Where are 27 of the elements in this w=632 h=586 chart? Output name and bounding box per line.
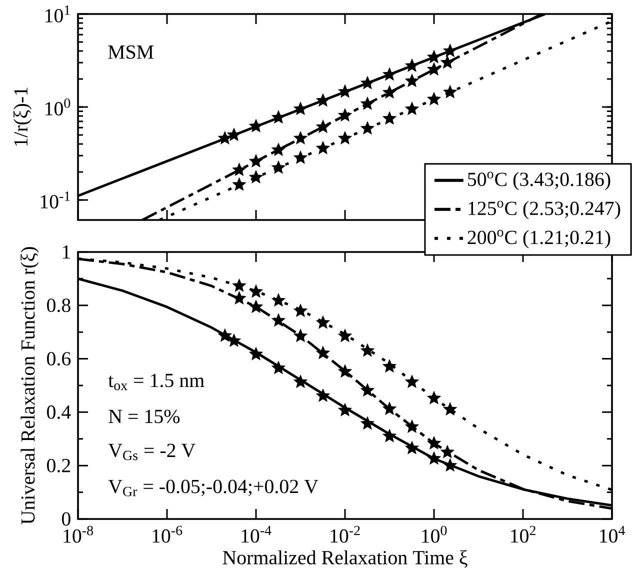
x-tick-label: 10$^{4}$ (600, 526, 625, 543)
y-tick-label: 10$^{1}$ (46, 6, 70, 22)
x-tick-label: 10$^{-2}$ (330, 526, 360, 543)
y-tick-label: 0.8 (47, 298, 70, 312)
annotation: V$_{Gr}$ = -0.05;-0.04;+0.02 V (108, 480, 318, 496)
legend-label: 125$^{o}$C (2.53;0.247) (468, 200, 620, 220)
y-axis-title: Universal Relaxation Function r(ξ) (20, 247, 39, 524)
x-tick-label: 10$^{2}$ (511, 526, 536, 543)
x-tick-label: 10$^{-8}$ (64, 526, 93, 543)
x-tick-label: 10$^{-6}$ (152, 526, 182, 543)
y-tick-label: 0.2 (47, 458, 70, 472)
y-tick-label: 10$^{-1}$ (40, 192, 70, 208)
legend-label: 50$^{o}$C (3.43;0.186) (468, 172, 610, 190)
y-tick-label: 10$^{0}$ (46, 98, 70, 116)
y-tick-label: 0.6 (47, 352, 71, 366)
x-tick-label: 10$^{0}$ (422, 526, 447, 543)
y-axis-title: 1/r(ξ)-1 (13, 88, 32, 146)
legend-label: 200$^{o}$C (1.21;0.21) (468, 230, 610, 248)
annotation: MSM (108, 45, 154, 59)
x-axis-title: Normalized Relaxation Time ξ (222, 550, 468, 568)
y-tick-label: 0.4 (47, 405, 71, 419)
annotation: N = 15% (108, 410, 180, 424)
y-tick-label: 1 (62, 245, 70, 259)
y-tick-label: 0 (62, 512, 70, 526)
annotation: V$_{Gs}$ = -2 V (108, 444, 196, 460)
x-tick-label: 10$^{-4}$ (242, 526, 272, 543)
annotation: t$_{ox}$ = 1.5 nm (108, 374, 204, 390)
